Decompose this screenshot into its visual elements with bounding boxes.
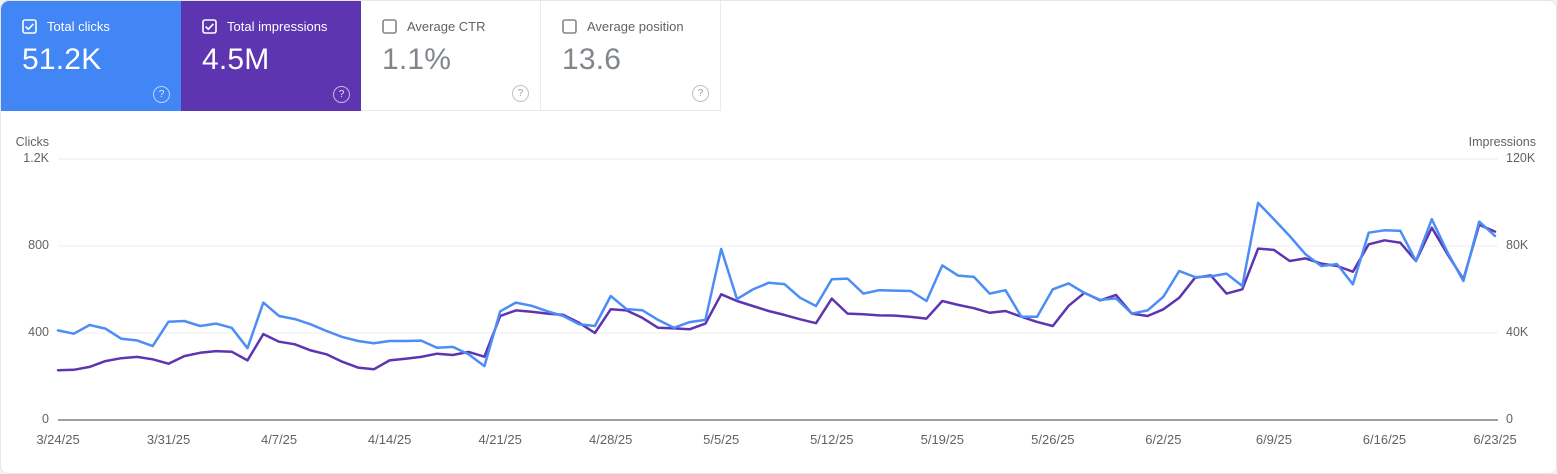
checkbox-checked-icon[interactable] <box>202 19 217 34</box>
metric-card-average-ctr[interactable]: Average CTR 1.1% ? <box>361 1 541 111</box>
metric-card-average-position[interactable]: Average position 13.6 ? <box>541 1 721 111</box>
metric-value: 4.5M <box>202 43 270 76</box>
metric-value: 51.2K <box>22 43 102 76</box>
x-axis-date-label: 3/24/25 <box>36 432 80 447</box>
series-line-total-clicks[interactable] <box>56 201 1497 368</box>
checkbox-checked-icon[interactable] <box>22 19 37 34</box>
x-axis-date-label: 4/7/25 <box>260 432 298 447</box>
checkbox-unchecked-icon[interactable] <box>382 19 397 34</box>
help-icon[interactable]: ? <box>153 86 170 103</box>
metric-label: Average position <box>587 19 684 34</box>
x-axis-date-label: 4/21/25 <box>478 432 522 447</box>
metric-card-total-clicks[interactable]: Total clicks 51.2K ? <box>1 1 181 111</box>
metric-label: Total impressions <box>227 19 328 34</box>
x-axis-date-label: 5/19/25 <box>920 432 964 447</box>
x-axis-date-label: 6/9/25 <box>1255 432 1292 447</box>
metric-value: 1.1% <box>382 43 452 76</box>
checkbox-unchecked-icon[interactable] <box>562 19 577 34</box>
x-axis-date-label: 6/2/25 <box>1145 432 1182 447</box>
x-axis-date-label: 4/28/25 <box>589 432 633 447</box>
x-axis-date-label: 4/14/25 <box>367 432 412 447</box>
help-icon[interactable]: ? <box>333 86 350 103</box>
x-axis-date-label: 5/12/25 <box>810 432 854 447</box>
left-axis-title: Clicks <box>15 135 49 149</box>
metric-cards: Total clicks 51.2K ? Total impressions 4… <box>1 1 721 111</box>
y-axis-tick-right: 0 <box>1506 412 1513 426</box>
metric-value: 13.6 <box>562 43 622 76</box>
right-axis-title: Impressions <box>1468 135 1536 149</box>
x-axis-date-label: 5/5/25 <box>703 432 740 447</box>
help-icon[interactable]: ? <box>512 85 529 102</box>
y-axis-tick-left: 0 <box>42 412 49 426</box>
y-axis-tick-right: 120K <box>1506 151 1536 165</box>
y-axis-tick-left: 1.2K <box>23 151 49 165</box>
y-axis-tick-right: 40K <box>1506 325 1529 339</box>
help-icon[interactable]: ? <box>692 85 709 102</box>
x-axis-date-label: 3/31/25 <box>146 432 191 447</box>
series-line-total-impressions[interactable] <box>56 223 1497 372</box>
metric-label: Average CTR <box>407 19 486 34</box>
y-axis-tick-left: 800 <box>28 238 49 252</box>
y-axis-tick-left: 400 <box>28 325 49 339</box>
x-axis-date-label: 6/23/25 <box>1473 432 1517 447</box>
x-axis-date-label: 5/26/25 <box>1031 432 1075 447</box>
x-axis-date-label: 6/16/25 <box>1362 432 1407 447</box>
metric-card-total-impressions[interactable]: Total impressions 4.5M ? <box>181 1 361 111</box>
y-axis-tick-right: 80K <box>1506 238 1529 252</box>
metric-label: Total clicks <box>47 19 110 34</box>
